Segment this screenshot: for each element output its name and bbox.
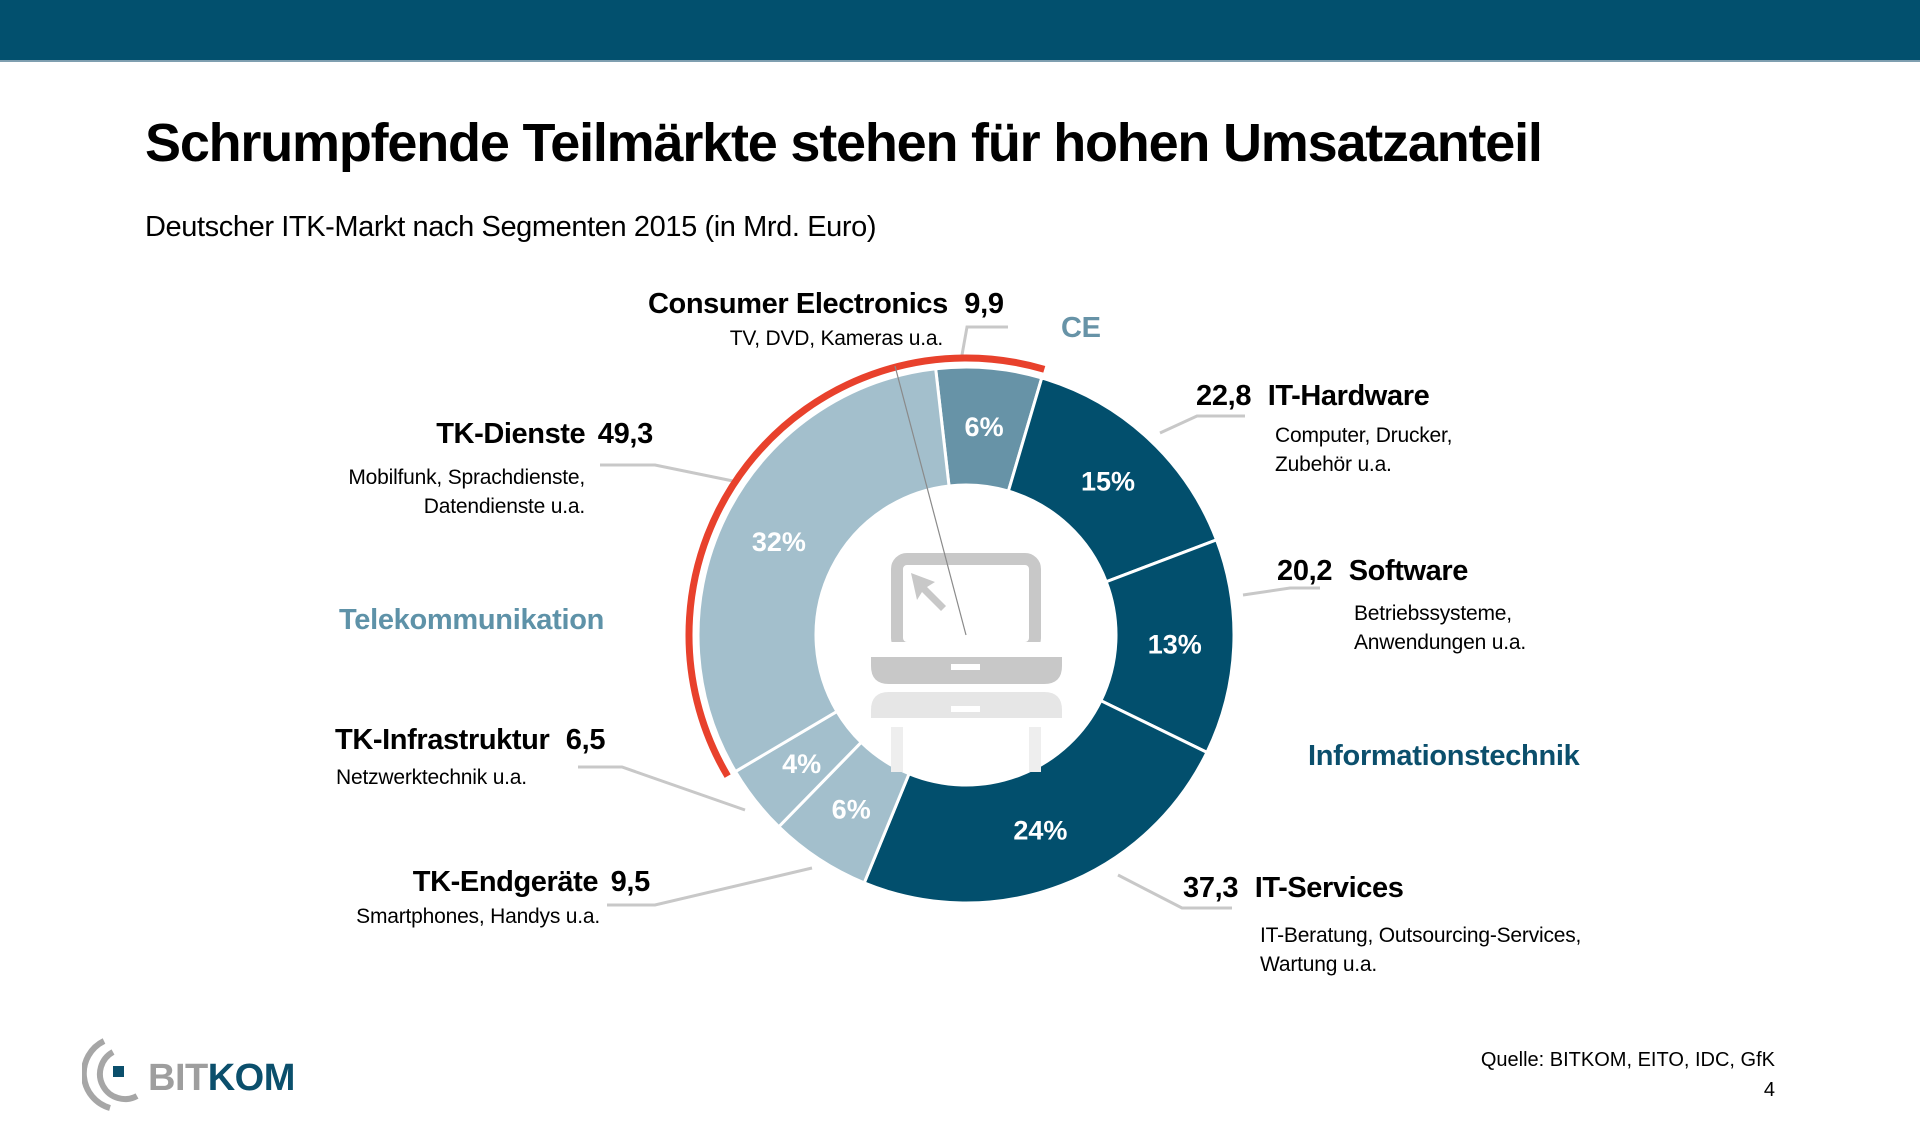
logo-text: BITKOM: [148, 1057, 295, 1100]
laptop-reflection-side-right: [1029, 727, 1041, 772]
segment-name: IT-Hardware: [1267, 380, 1430, 412]
label-it-services: 37,3 IT-Services: [1183, 872, 1404, 905]
segment-value: 9,9: [964, 288, 1004, 320]
label-consumer-electronics: Consumer Electronics 9,9: [648, 288, 1004, 321]
highlight-arc: [685, 354, 1046, 778]
segment-value: 22,8: [1196, 380, 1252, 412]
segment-name: TK-Dienste: [436, 418, 586, 450]
laptop-reflection-side-left: [891, 727, 903, 772]
donut-segments: [696, 365, 1236, 905]
desc-line: Mobilfunk, Sprachdienste,: [348, 466, 585, 489]
label-it-hardware: 22,8 IT-Hardware: [1196, 380, 1430, 413]
page-number: 4: [1763, 1079, 1775, 1101]
segment-value: 20,2: [1277, 555, 1333, 587]
label-tk-endgeraete: TK-Endgeräte 9,5: [412, 866, 651, 899]
donut-segment-software: [1098, 537, 1236, 755]
group-label-ce: CE: [1061, 312, 1101, 344]
desc-line: Anwendungen u.a.: [1354, 631, 1526, 654]
segment-name: TK-Endgeräte: [412, 866, 599, 898]
desc-line: Datendienste u.a.: [423, 495, 585, 518]
page-title: Schrumpfende Teilmärkte stehen für hohen…: [145, 113, 1543, 173]
segment-value: 49,3: [597, 418, 654, 450]
segment-name: Consumer Electronics: [648, 288, 948, 320]
logo-arc-inner: [97, 1049, 139, 1103]
top-banner: [0, 0, 1920, 62]
segment-value: 37,3: [1183, 872, 1239, 904]
percent-label: 13%: [1148, 629, 1202, 659]
bitkom-logo-mark: [82, 1038, 139, 1111]
leader-software: [1242, 586, 1320, 597]
desc-line: Wartung u.a.: [1260, 953, 1378, 976]
donut-segment-it-hardware: [1006, 376, 1219, 584]
donut-segment-it-services: [862, 698, 1209, 905]
cursor-icon: [911, 573, 946, 611]
segment-value: 6,5: [565, 724, 606, 756]
percent-label: 6%: [965, 412, 1004, 442]
logo-square: [113, 1066, 124, 1077]
laptop-screen-gap: [889, 642, 1043, 656]
desc-line: IT-Beratung, Outsourcing-Services,: [1260, 924, 1582, 947]
logo-text-kom: KOM: [207, 1057, 296, 1099]
leader-lines: [578, 325, 1320, 910]
leader-tk-dienste: [600, 463, 734, 483]
percent-label: 32%: [752, 527, 806, 557]
percent-label: 24%: [1013, 815, 1067, 845]
percent-label: 6%: [832, 795, 871, 825]
group-label-tk: Telekommunikation: [339, 604, 605, 636]
label-software-desc: Betriebssysteme, Anwendungen u.a.: [1354, 599, 1526, 657]
percent-labels: 6% 15% 13% 24% 6% 4% 32%: [752, 412, 1202, 846]
segment-name: TK-Infrastruktur: [335, 724, 550, 756]
chart-subtitle: Deutscher ITK-Markt nach Segmenten 2015 …: [145, 211, 877, 243]
desc-line: Computer, Drucker,: [1275, 424, 1453, 447]
label-tk-dienste-desc: Mobilfunk, Sprachdienste, Datendienste u…: [348, 463, 585, 521]
segment-name: IT-Services: [1254, 872, 1404, 904]
leader-it-hardware: [1159, 414, 1245, 435]
highlight-arc-group: [685, 354, 1046, 778]
leader-ce: [960, 325, 1008, 356]
donut-segment-tk-dienste: [696, 367, 951, 774]
leader-tk-endgeraete: [607, 866, 813, 907]
percent-label: 4%: [782, 749, 821, 779]
label-tk-endgeraete-desc: Smartphones, Handys u.a.: [356, 905, 600, 928]
group-label-it: Informationstechnik: [1308, 740, 1580, 772]
segment-name: Software: [1348, 555, 1469, 587]
percent-label: 15%: [1081, 467, 1135, 497]
footer-source: Quelle: BITKOM, EITO, IDC, GfK 4: [1481, 1045, 1775, 1105]
laptop-reflection-trackpad: [951, 706, 980, 712]
laptop-trackpad: [951, 664, 980, 670]
source-text: Quelle: BITKOM, EITO, IDC, GfK: [1480, 1049, 1775, 1071]
laptop-reflection-base: [871, 692, 1062, 718]
laptop-base: [871, 657, 1062, 684]
laptop-icon: [871, 365, 1062, 772]
label-software: 20,2 Software: [1277, 555, 1468, 588]
label-tk-infrastruktur: TK-Infrastruktur 6,5: [335, 724, 606, 757]
desc-line: Betriebssysteme,: [1354, 602, 1512, 625]
label-it-services-desc: IT-Beratung, Outsourcing-Services, Wartu…: [1260, 921, 1581, 979]
label-tk-infrastruktur-desc: Netzwerktechnik u.a.: [336, 766, 527, 789]
label-it-hardware-desc: Computer, Drucker, Zubehör u.a.: [1275, 421, 1453, 479]
logo-arc-outer: [82, 1038, 111, 1111]
desc-line: Zubehör u.a.: [1275, 453, 1392, 476]
logo-text-bit: BIT: [148, 1057, 208, 1099]
leader-tk-infrastruktur: [578, 765, 746, 812]
pointer-line: [894, 365, 967, 636]
label-tk-dienste: TK-Dienste 49,3: [436, 418, 653, 451]
bitkom-logo: BITKOM: [82, 1038, 322, 1113]
label-consumer-electronics-desc: TV, DVD, Kameras u.a.: [729, 327, 943, 350]
segment-value: 9,5: [610, 866, 651, 898]
leader-it-services: [1117, 873, 1232, 910]
